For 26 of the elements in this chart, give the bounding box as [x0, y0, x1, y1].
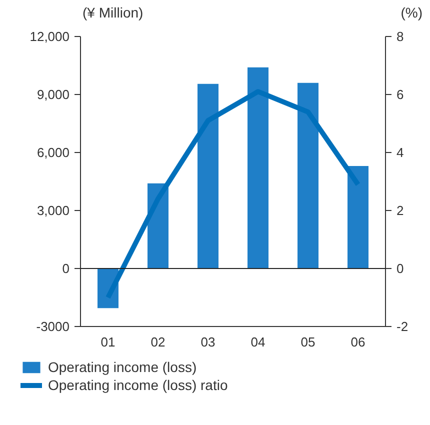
- legend-label: Operating income (loss): [48, 359, 197, 375]
- y2-tick-label: -2: [396, 319, 408, 334]
- legend-label: Operating income (loss) ratio: [48, 377, 228, 393]
- y-tick-label: 0: [62, 261, 70, 276]
- bar: [298, 82, 318, 268]
- x-tick-label: 06: [350, 334, 366, 350]
- y2-tick-label: 4: [396, 145, 404, 160]
- y2-tick-label: 2: [396, 203, 404, 218]
- x-tick-label: 02: [150, 334, 166, 350]
- y-tick-label: 12,000: [30, 29, 70, 44]
- y-tick-label: 6,000: [36, 145, 70, 160]
- bar: [198, 84, 218, 268]
- bar: [348, 166, 368, 268]
- y-tick-label: 3,000: [36, 203, 70, 218]
- bar: [248, 67, 268, 268]
- x-tick-label: 05: [300, 334, 316, 350]
- y-tick-label: 9,000: [36, 87, 70, 102]
- y2-tick-label: 6: [396, 87, 404, 102]
- x-tick-label: 03: [200, 334, 216, 350]
- x-tick-label: 01: [100, 334, 116, 350]
- y-axis-title: (¥ Million): [82, 4, 144, 20]
- y2-tick-label: 0: [396, 261, 404, 276]
- y2-axis-title: (%): [400, 4, 423, 20]
- x-tick-label: 04: [250, 334, 266, 350]
- y-tick-label: -3000: [36, 319, 70, 334]
- y2-tick-label: 8: [396, 29, 404, 44]
